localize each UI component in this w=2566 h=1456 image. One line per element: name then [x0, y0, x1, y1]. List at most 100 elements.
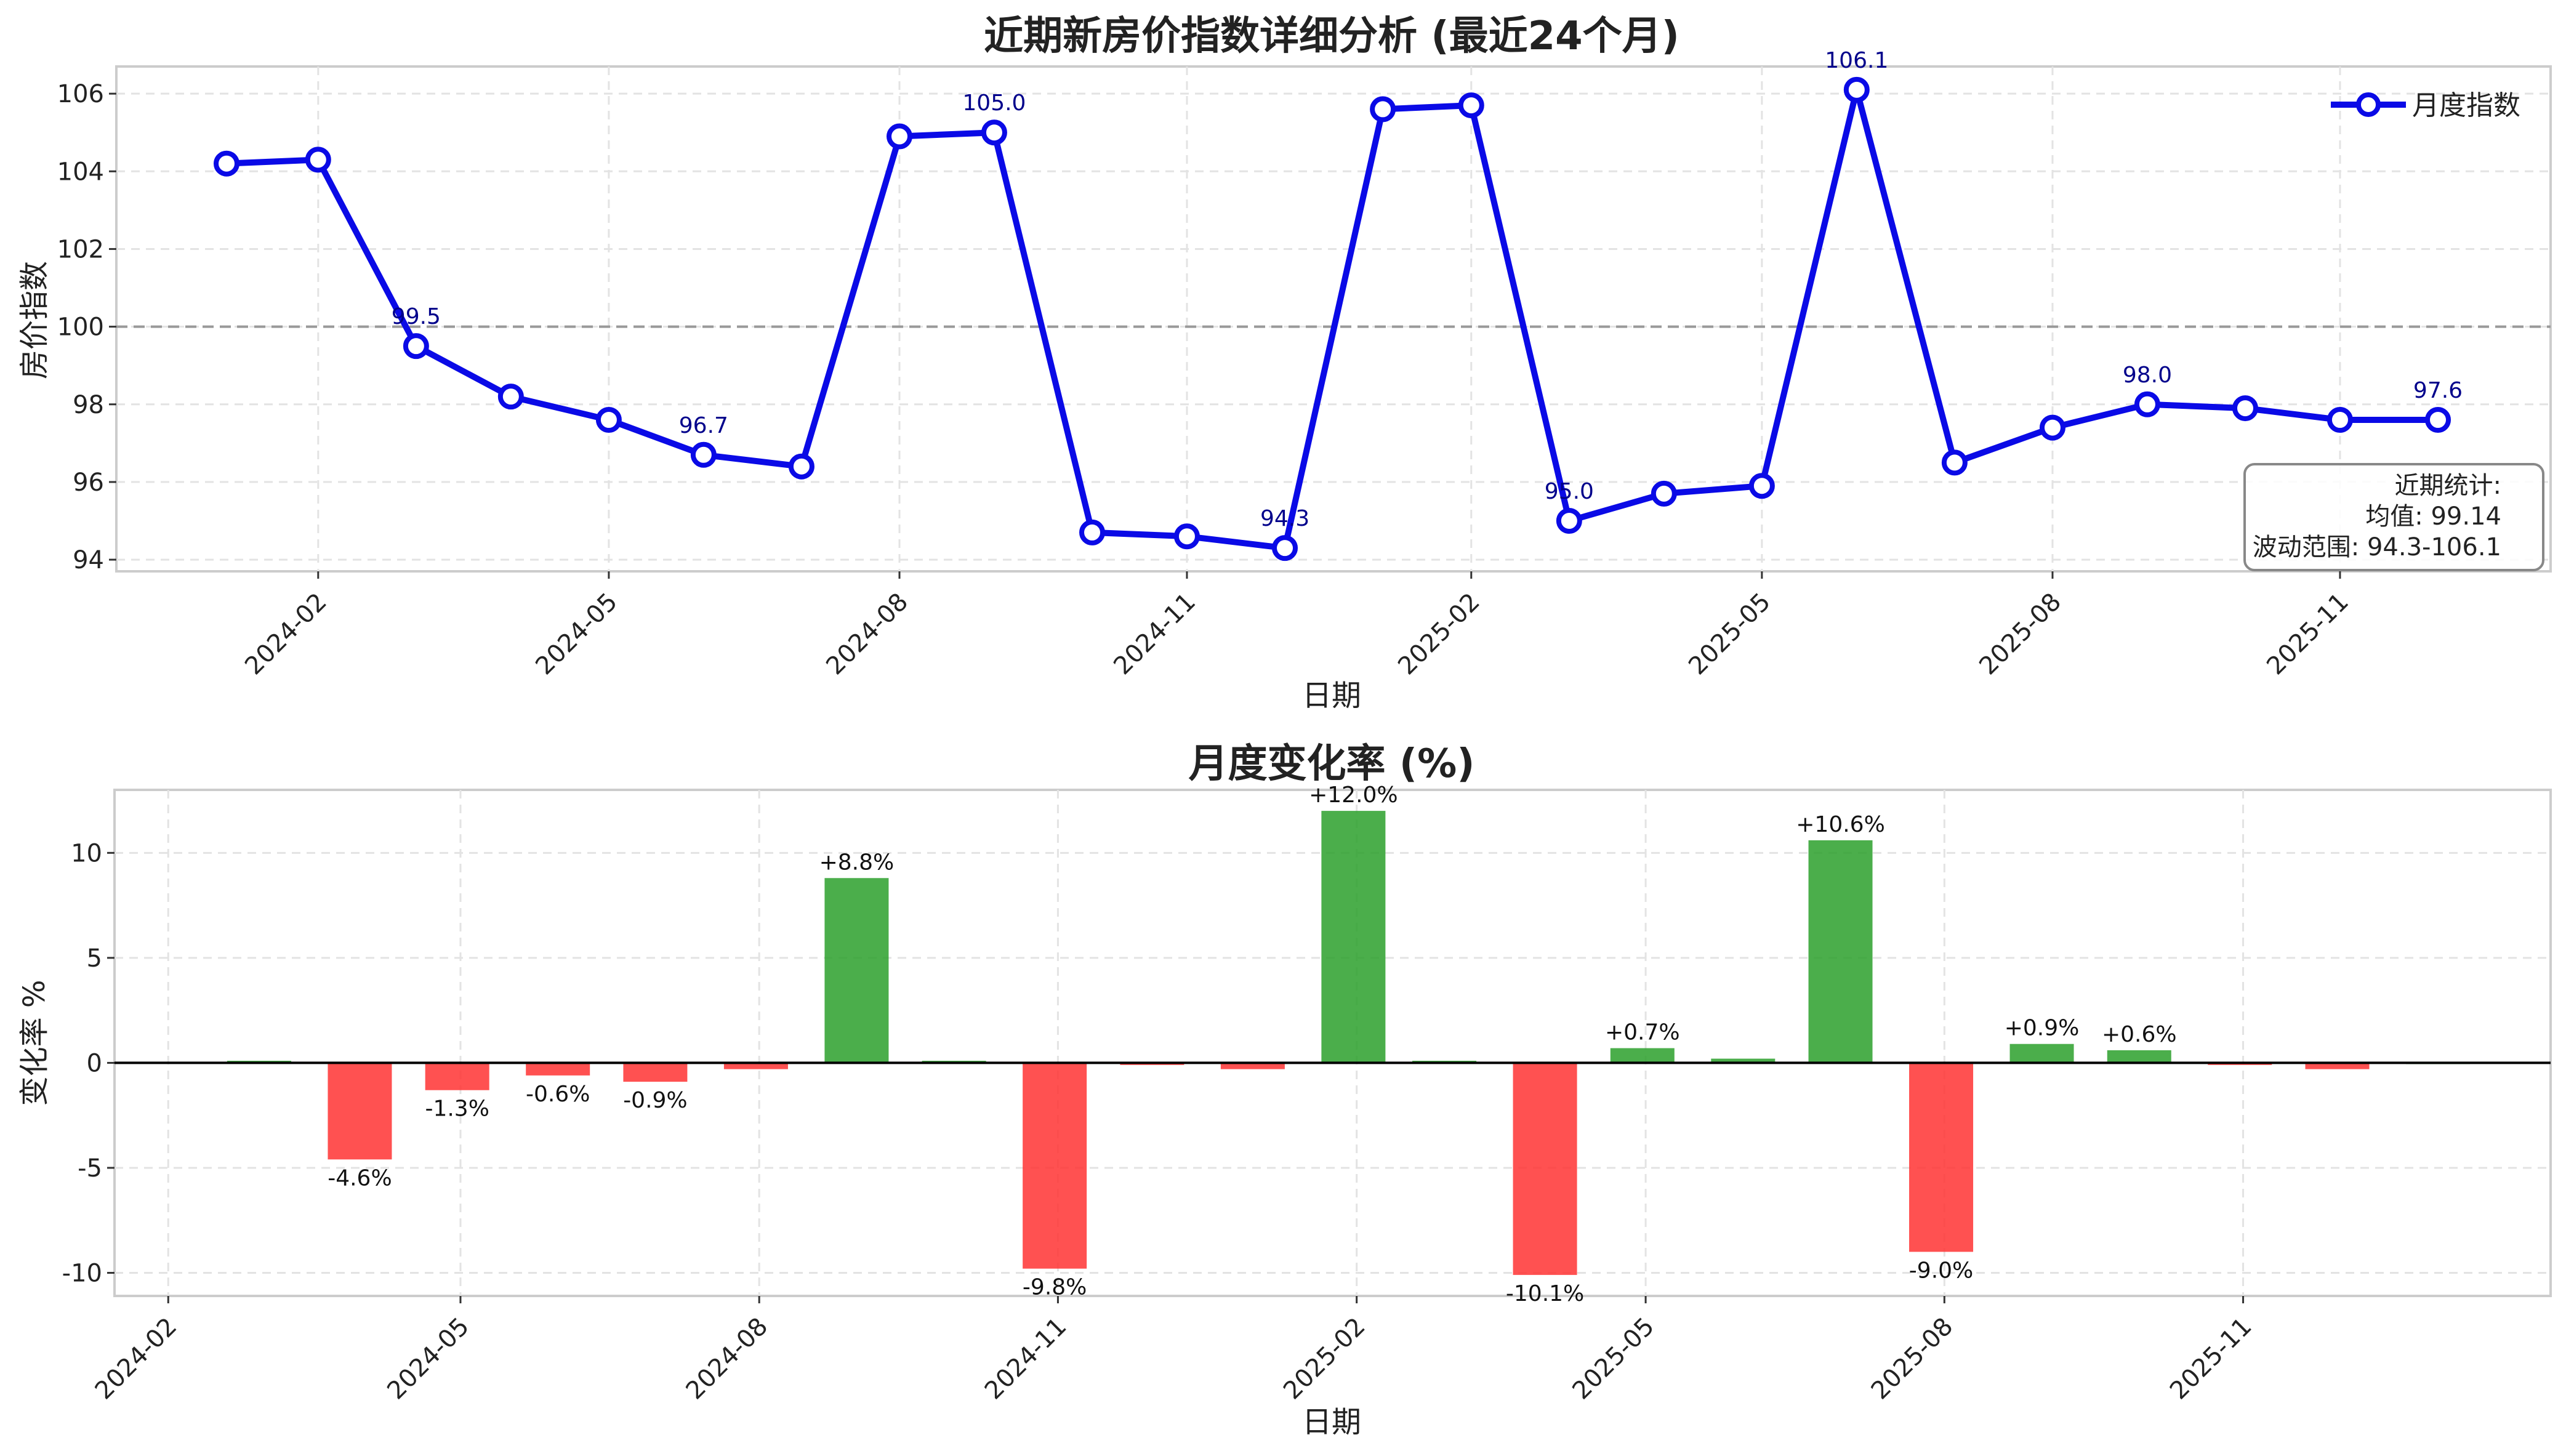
x-tick-label: 2024-08	[821, 588, 914, 681]
index-point	[1173, 523, 1200, 550]
line-chart-grid	[116, 66, 2551, 571]
index-point	[2232, 395, 2258, 422]
bar-value-labels: -4.6% -1.3% -0.6% -0.9% +8.8% -9.8% +12.0% -10.…	[328, 782, 2176, 1306]
change-bar	[1513, 1063, 1577, 1275]
index-series-line	[226, 86, 2438, 552]
y-tick-label: 0	[87, 1049, 102, 1077]
line-chart-y-label: 房价指数	[17, 261, 52, 379]
bar-chart-y-ticks: -10 -5 0 5 10	[62, 839, 115, 1287]
line-chart-annotations: 99.5 96.7 105.0 94.3 95.0 106.1 98.0 97.6	[392, 48, 2463, 531]
stats-box: 近期统计: 均值: 99.14 波动范围: 94.3-106.1	[2243, 463, 2544, 571]
x-tick-label: 2025-02	[1393, 588, 1486, 681]
bar-value-label: +0.7%	[1605, 1020, 1680, 1045]
line-chart-x-ticks: 2024-02 2024-05 2024-08 2024-11 2025-02 2025-…	[239, 571, 2354, 680]
point-annotation: 105.0	[962, 90, 1026, 116]
x-tick-label: 2024-11	[1108, 588, 1201, 681]
y-tick-label: 94	[73, 546, 104, 574]
change-bar	[2009, 1044, 2074, 1063]
legend-label: 月度指数	[2412, 90, 2520, 121]
x-tick-label: 2024-05	[382, 1313, 475, 1406]
bar-chart-x-label: 日期	[1302, 1405, 1361, 1439]
index-point	[1748, 473, 1775, 499]
bar-value-label: -9.8%	[1023, 1275, 1087, 1300]
change-bar	[1220, 1063, 1285, 1069]
index-point	[788, 453, 814, 480]
bar-value-label: -10.1%	[1506, 1281, 1584, 1306]
bar-value-label: -9.0%	[1909, 1258, 1973, 1283]
stats-line-2: 均值: 99.14	[2365, 502, 2501, 531]
index-point	[1458, 92, 1484, 119]
index-point	[1079, 519, 1106, 545]
line-chart-y-ticks: 94 96 98 100 102 104 106	[57, 80, 116, 574]
x-tick-label: 2025-11	[2261, 588, 2354, 681]
y-tick-label: 100	[57, 313, 104, 342]
bar-chart-title: 月度变化率 (%)	[1189, 741, 1475, 787]
y-tick-label: -10	[62, 1259, 102, 1287]
index-point	[1370, 96, 1396, 123]
x-tick-label: 2024-02	[239, 588, 332, 681]
bar-value-label: +10.6%	[1796, 812, 1885, 837]
change-bar	[723, 1063, 788, 1069]
y-tick-label: 10	[71, 839, 102, 867]
bar-value-label: +8.8%	[819, 850, 895, 875]
point-annotation: 106.1	[1825, 48, 1888, 73]
point-annotation: 97.6	[2413, 378, 2463, 403]
x-tick-label: 2025-08	[1866, 1313, 1959, 1406]
x-tick-label: 2025-05	[1683, 588, 1776, 681]
index-point	[886, 123, 912, 150]
index-point	[2134, 391, 2160, 417]
point-annotation: 98.0	[2123, 363, 2172, 388]
bar-value-label: +0.9%	[2005, 1016, 2080, 1041]
index-point	[1556, 508, 1582, 534]
index-point	[2327, 407, 2353, 433]
legend-marker	[2356, 92, 2381, 117]
y-tick-label: 96	[73, 469, 104, 497]
point-annotation: 95.0	[1545, 479, 1594, 504]
x-tick-label: 2024-05	[530, 588, 623, 681]
index-point	[305, 147, 331, 173]
x-tick-label: 2024-11	[979, 1313, 1072, 1406]
index-line-chart: 近期新房价指数详细分析 (最近24个月) 949698100102104106 …	[17, 14, 2552, 713]
change-bar	[623, 1063, 688, 1082]
index-point	[403, 333, 429, 360]
y-tick-label: 5	[87, 944, 102, 973]
x-tick-label: 2025-08	[1974, 588, 2067, 681]
index-point	[595, 407, 622, 433]
change-rate-bars	[227, 811, 2470, 1275]
index-point	[981, 119, 1007, 146]
y-tick-label: 102	[57, 235, 104, 263]
change-bar	[2107, 1050, 2171, 1063]
point-annotation: 99.5	[392, 304, 441, 329]
change-bar	[824, 878, 889, 1063]
stats-line-1: 近期统计:	[2395, 472, 2501, 500]
index-point	[1843, 76, 1870, 103]
bar-value-label: -4.6%	[328, 1165, 392, 1191]
x-tick-label: 2025-11	[2165, 1313, 2258, 1406]
index-point	[2425, 407, 2451, 433]
bar-value-label: -1.3%	[425, 1096, 489, 1122]
index-point	[1941, 449, 1968, 476]
change-bar	[526, 1063, 590, 1076]
change-bar	[1909, 1063, 1974, 1252]
point-annotation: 94.3	[1260, 506, 1309, 531]
y-tick-label: -5	[78, 1154, 102, 1183]
x-tick-label: 2025-02	[1278, 1313, 1371, 1406]
change-bar	[1711, 1058, 1776, 1063]
bar-chart-x-ticks: 2024-02 2024-05 2024-08 2024-11 2025-02 2025-…	[90, 1296, 2258, 1405]
index-point	[497, 384, 524, 410]
line-chart-legend: 月度指数	[2331, 90, 2520, 121]
index-series	[214, 76, 2451, 561]
change-bar	[2305, 1063, 2370, 1069]
bar-value-label: -0.9%	[623, 1088, 687, 1113]
x-tick-label: 2024-08	[681, 1313, 774, 1406]
bar-value-label: +0.6%	[2102, 1022, 2177, 1047]
stats-line-3: 波动范围: 94.3-106.1	[2253, 533, 2501, 561]
change-bar	[1610, 1048, 1675, 1063]
y-tick-label: 104	[57, 158, 104, 186]
line-chart-x-label: 日期	[1302, 678, 1361, 713]
line-chart-title: 近期新房价指数详细分析 (最近24个月)	[984, 14, 1679, 59]
change-bar	[1023, 1063, 1087, 1269]
index-point	[1651, 480, 1677, 507]
y-tick-label: 106	[57, 80, 104, 108]
